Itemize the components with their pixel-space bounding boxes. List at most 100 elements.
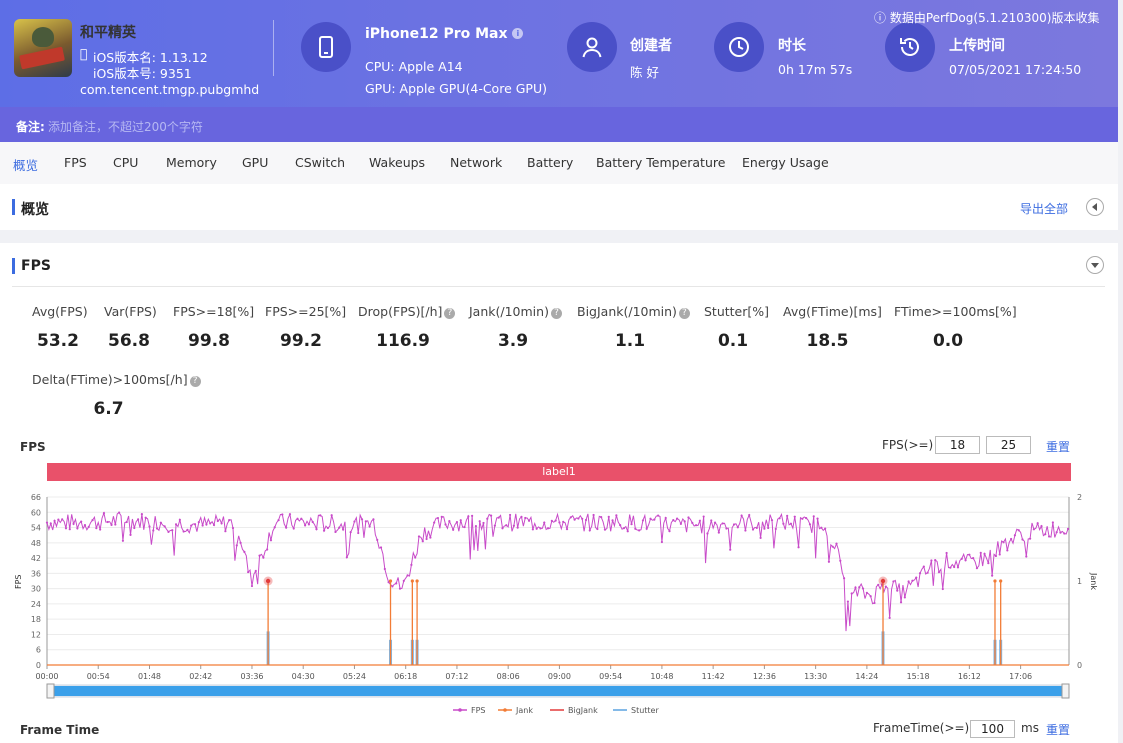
note-bar[interactable]: 备注: 添加备注，不超过200个字符 <box>0 107 1118 142</box>
tab-gpu[interactable]: GPU <box>242 155 269 170</box>
fps-point <box>668 530 671 533</box>
fps-point <box>383 567 386 571</box>
fps-point <box>452 528 455 531</box>
fps-point <box>827 560 831 563</box>
fps-point <box>1040 525 1043 528</box>
fps-point <box>854 586 857 589</box>
section-marker <box>12 199 15 215</box>
fps-point <box>611 519 614 522</box>
fps-point <box>858 586 861 589</box>
fps-point <box>755 526 758 529</box>
fps-point <box>80 520 83 523</box>
fps-reset-link[interactable]: 重置 <box>1046 440 1071 454</box>
help-icon[interactable]: ? <box>444 308 456 319</box>
fps-point <box>220 522 223 525</box>
frame-time-threshold-label: FrameTime(>=) <box>873 721 970 735</box>
fps-point <box>801 517 804 520</box>
legend-label[interactable]: FPS <box>471 706 486 715</box>
fps-point <box>167 530 170 533</box>
device-name: iPhone12 Pro Max i <box>365 26 524 42</box>
fps-point <box>315 527 318 531</box>
fps-point <box>626 530 629 533</box>
fps-point <box>91 519 94 522</box>
stat-value: 0.1 <box>717 331 749 351</box>
fps-point <box>493 524 496 527</box>
fps-point <box>645 527 648 530</box>
fps-point <box>899 601 903 604</box>
fps-point <box>793 515 796 518</box>
fps-point <box>1036 522 1039 525</box>
x-tick-label: 14:24 <box>855 672 878 681</box>
zoom-handle[interactable] <box>1061 683 1070 699</box>
tab-overview[interactable]: 概览 <box>13 158 39 173</box>
legend-label[interactable]: BigJank <box>568 706 598 715</box>
fps-point <box>956 566 960 569</box>
legend-label[interactable]: Jank <box>515 706 533 715</box>
tab-energy-usage[interactable]: Energy Usage <box>742 155 829 170</box>
tab-battery[interactable]: Battery <box>527 155 574 170</box>
duration-value: 0h 17m 57s <box>778 62 853 77</box>
tab-cpu[interactable]: CPU <box>113 155 139 170</box>
fps-point <box>1059 531 1062 534</box>
tab-battery-temperature[interactable]: Battery Temperature <box>596 155 726 170</box>
help-icon[interactable]: ? <box>678 308 690 319</box>
export-all-link[interactable]: 导出全部 <box>1020 202 1069 216</box>
tab-fps[interactable]: FPS <box>64 155 87 170</box>
fps-point <box>698 519 701 522</box>
x-tick-label: 03:36 <box>240 672 263 681</box>
y-tick-label: 30 <box>31 585 41 594</box>
frame-time-threshold-input[interactable]: 100 <box>970 720 1015 738</box>
fps-threshold-18-input[interactable]: 18 <box>935 436 980 454</box>
fps-point <box>877 583 880 586</box>
fps-point <box>1013 534 1017 537</box>
collapse-left-button[interactable] <box>1086 198 1104 216</box>
fps-point <box>816 517 819 520</box>
fps-point <box>364 520 367 523</box>
tab-memory[interactable]: Memory <box>166 155 217 170</box>
tab-cswitch[interactable]: CSwitch <box>295 155 346 170</box>
phone-icon <box>301 22 351 72</box>
fps-point <box>76 527 79 530</box>
y-tick-label: 0 <box>36 661 41 670</box>
collapse-down-button[interactable] <box>1086 256 1104 274</box>
fps-point <box>216 519 219 523</box>
app-icon <box>14 19 72 77</box>
fps-point <box>520 515 523 518</box>
fps-point <box>873 601 876 605</box>
fps-point <box>615 514 618 517</box>
history-icon <box>885 22 935 72</box>
fps-point <box>250 584 254 588</box>
label-band[interactable]: label1 <box>47 463 1071 481</box>
legend-label[interactable]: Stutter <box>631 706 659 715</box>
tab-bar: 概览 FPS CPU Memory GPU CSwitch Wakeups Ne… <box>0 142 1118 184</box>
tab-network[interactable]: Network <box>450 155 503 170</box>
help-icon[interactable]: ? <box>189 376 201 387</box>
fps-point <box>459 519 462 522</box>
fps-point <box>630 523 633 526</box>
fps-point <box>653 518 656 521</box>
header-divider <box>273 20 274 76</box>
frame-time-title: Frame Time <box>20 723 100 737</box>
zoom-handle[interactable] <box>46 683 55 699</box>
y2-tick-label: 0 <box>1077 661 1082 670</box>
fps-point <box>562 520 565 523</box>
x-tick-label: 10:48 <box>650 672 673 681</box>
note-input[interactable]: 添加备注，不超过200个字符 <box>48 120 203 134</box>
fps-point <box>360 518 364 521</box>
fps-threshold-25-input[interactable]: 25 <box>986 436 1031 454</box>
device-info-icon[interactable]: i <box>512 28 524 39</box>
fps-point <box>334 530 337 534</box>
help-icon[interactable]: ? <box>550 308 562 319</box>
app-version-name: iOS版本名: 1.13.12 <box>93 50 208 65</box>
fps-point <box>543 521 546 524</box>
fps-point <box>805 516 808 520</box>
frame-time-reset-link[interactable]: 重置 <box>1046 723 1071 737</box>
y-tick-label: 18 <box>31 615 41 624</box>
tab-wakeups[interactable]: Wakeups <box>369 155 426 170</box>
fps-point <box>433 521 436 524</box>
fps-point <box>288 513 292 516</box>
fps-point <box>83 523 87 527</box>
zoom-range[interactable] <box>53 686 1063 696</box>
fps-point <box>774 527 777 531</box>
